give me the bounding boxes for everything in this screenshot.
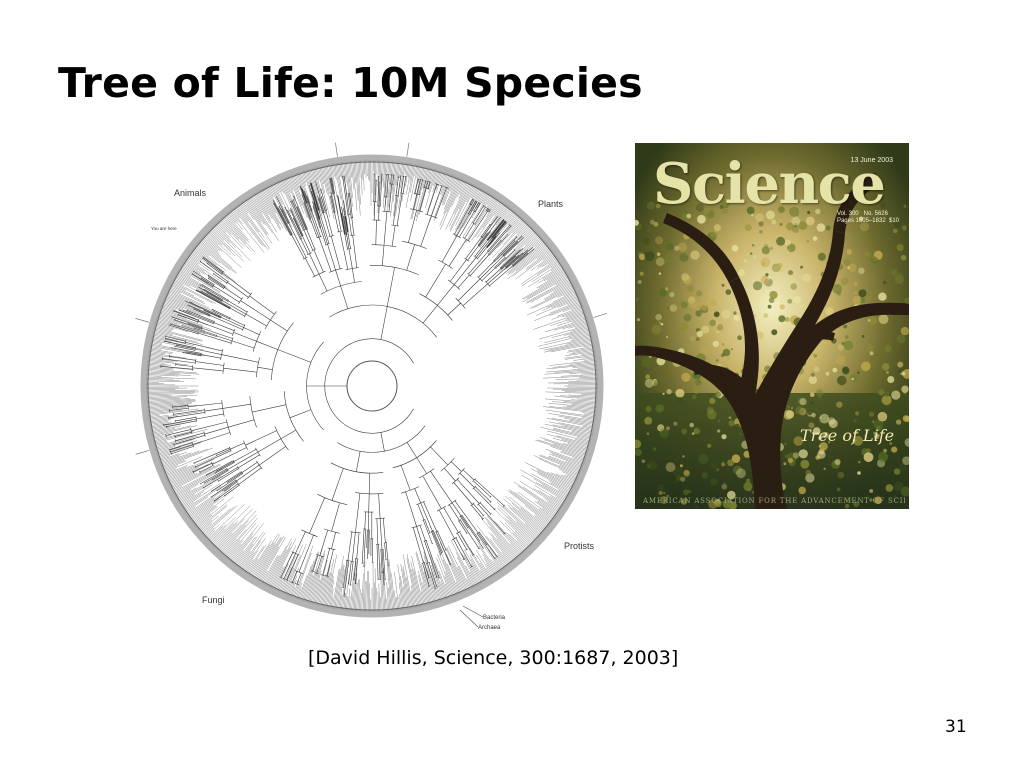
tree-of-life-graphic: Animals You are here Plants Protists Fun… [135, 142, 608, 631]
cover-masthead: Science [653, 151, 886, 217]
cover-issue-info: Vol. 300 No. 5626 Pages 1605–1832 $10 [837, 211, 899, 225]
tree-label-protists: Protists [564, 541, 595, 551]
tree-of-life-diagram: Animals You are here Plants Protists Fun… [118, 138, 634, 638]
tree-label-animals: Animals [174, 188, 207, 198]
cover-issue-line-1: Vol. 300 No. 5626 [836, 211, 888, 217]
page-number: 31 [945, 717, 967, 737]
cover-headline: Tree of Life [800, 426, 895, 445]
slide-title: Tree of Life: 10M Species [58, 59, 643, 107]
tree-label-bacteria: Bacteria [483, 615, 506, 621]
science-magazine-cover: 13 June 2003 Science Vol. 300 No. 5626 P… [635, 143, 909, 509]
cover-date: 13 June 2003 [850, 157, 893, 164]
tree-label-archaea: Archaea [478, 625, 501, 631]
tree-photo [635, 143, 909, 509]
tree-label-you-are-here: You are here [151, 226, 177, 231]
tree-label-fungi: Fungi [202, 595, 225, 605]
cover-issue-line-2: Pages 1605–1832 $10 [836, 218, 899, 224]
citation: [David Hillis, Science, 300:1687, 2003] [308, 647, 679, 669]
tree-label-plants: Plants [538, 199, 564, 209]
cover-footer: AMERICAN ASSOCIATION FOR THE ADVANCEMENT… [643, 497, 905, 505]
